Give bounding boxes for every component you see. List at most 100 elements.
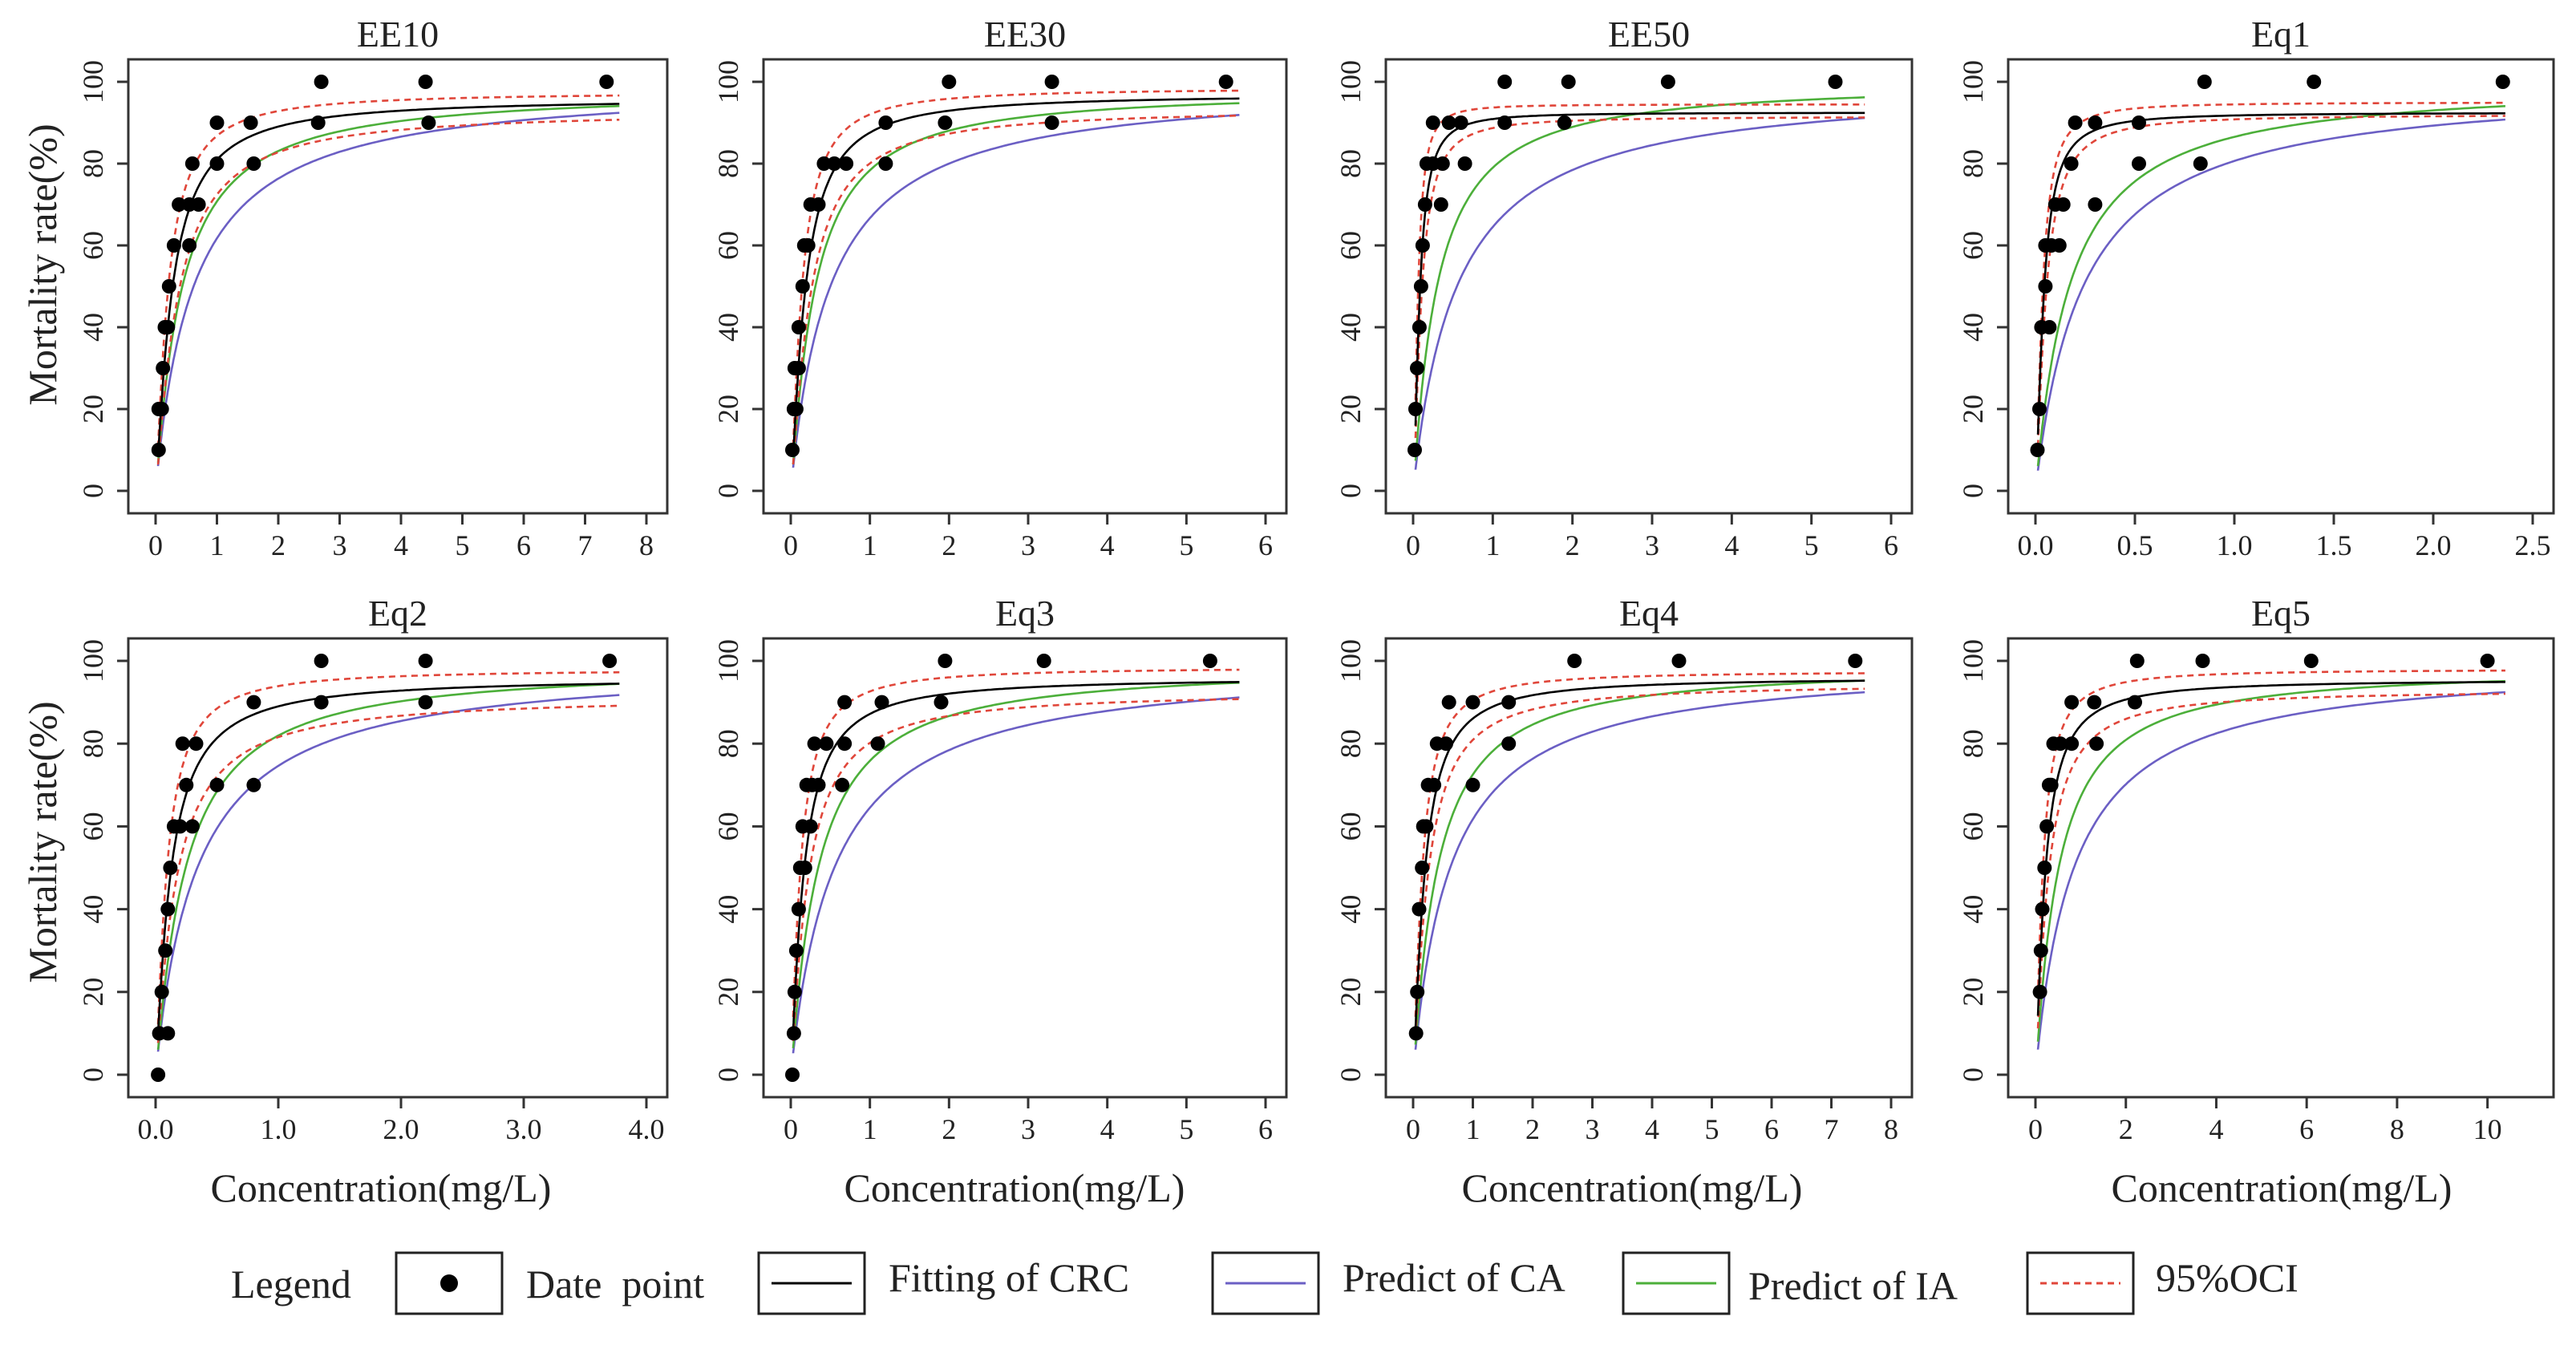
data-point-eq5-11 [2087, 695, 2102, 710]
data-point-ee50-17 [1557, 115, 1572, 130]
x-tick-label-ee10-2: 2 [271, 529, 286, 561]
data-point-eq2-3 [158, 943, 173, 958]
x-tick-label-ee10-8: 8 [639, 529, 654, 561]
data-point-eq5-0 [2032, 984, 2047, 999]
y-tick-label-eq3-80: 80 [712, 729, 744, 758]
data-point-eq4-11 [1465, 777, 1480, 792]
data-point-ee10-21 [599, 75, 614, 89]
y-tick-label-ee10-20: 20 [77, 395, 109, 423]
panel-title-ee30: EE30 [984, 14, 1066, 55]
y-tick-label-ee30-40: 40 [712, 313, 744, 342]
data-point-ee50-3 [1412, 320, 1427, 334]
data-point-ee30-5 [791, 320, 806, 334]
data-point-ee30-20 [1218, 75, 1233, 89]
data-point-eq1-5 [2042, 320, 2057, 334]
data-point-eq2-9 [175, 736, 190, 751]
x-tick-label-eq3-0: 0 [784, 1113, 798, 1145]
data-point-ee50-6 [1417, 197, 1432, 212]
x-tick-label-eq4-0: 0 [1406, 1113, 1420, 1145]
y-tick-label-eq4-40: 40 [1335, 895, 1367, 924]
data-point-eq4-0 [1408, 1026, 1424, 1041]
x-tick-label-ee50-6: 6 [1884, 529, 1898, 561]
fit-curve-ee10 [156, 103, 620, 456]
data-point-ee30-15 [878, 115, 893, 130]
oci-upper-curve-ee30 [792, 89, 1240, 447]
y-tick-label-eq1-100: 100 [1957, 60, 1989, 103]
data-point-eq3-16 [837, 736, 853, 751]
data-point-ee30-6 [795, 279, 810, 294]
data-point-ee50-12 [1441, 115, 1456, 130]
y-tick-label-ee10-60: 60 [77, 231, 109, 260]
y-tick-label-eq1-80: 80 [1957, 149, 1989, 178]
x-tick-label-eq4-4: 4 [1645, 1113, 1659, 1145]
panel-frame-eq3 [762, 637, 1288, 1099]
data-point-ee50-19 [1660, 75, 1675, 89]
y-tick-label-eq3-40: 40 [712, 895, 744, 924]
x-tick-label-eq2-4: 4.0 [629, 1113, 665, 1145]
panel-eq4: Eq4 0 20 40 60 80 100 0 1 2 3 4 5 6 7 8 [1335, 593, 1914, 1145]
panel-frame-ee50 [1384, 58, 1914, 515]
x-tick-label-ee10-3: 3 [333, 529, 347, 561]
legend-ca-box [1211, 1251, 1320, 1315]
x-tick-label-eq5-0: 0 [2028, 1113, 2043, 1145]
legend-points-label: Date point [526, 1262, 704, 1307]
panel-eq1: Eq1 0 20 40 60 80 100 0.0 0.5 1.0 1.5 2.0 2.5 [1957, 14, 2555, 561]
data-point-eq1-18 [2307, 75, 2322, 89]
data-point-eq2-18 [418, 695, 433, 710]
y-tick-label-eq1-40: 40 [1957, 313, 1989, 342]
panel-title-eq2: Eq2 [368, 593, 427, 634]
data-point-eq3-14 [835, 777, 850, 792]
data-point-ee50-10 [1433, 197, 1448, 212]
y-tick-label-eq4-20: 20 [1335, 978, 1367, 1007]
panel-title-eq3: Eq3 [995, 593, 1055, 634]
data-point-ee50-1 [1408, 402, 1423, 416]
data-point-eq3-18 [874, 695, 889, 710]
data-point-eq2-10 [179, 777, 194, 792]
data-point-eq3-11 [807, 736, 822, 751]
data-point-eq5-16 [2303, 654, 2319, 668]
data-point-eq5-3 [2037, 861, 2052, 875]
data-point-eq2-14 [246, 777, 261, 792]
panel-eq3: Eq3 0 20 40 60 80 100 0 1 2 3 4 5 6 [712, 593, 1288, 1145]
legend: Legend Date point Fitting of CRC Predict… [231, 1251, 2299, 1315]
y-tick-label-eq5-60: 60 [1957, 812, 1989, 841]
data-point-eq1-0 [2030, 443, 2045, 457]
ca-curve-eq3 [792, 696, 1240, 1054]
data-point-ee10-18 [314, 75, 329, 89]
ca-curve-ee50 [1414, 116, 1865, 470]
data-point-eq3-0 [785, 1067, 800, 1082]
data-point-eq4-9 [1439, 736, 1453, 751]
data-point-eq1-15 [2132, 115, 2146, 130]
x-tick-label-eq2-2: 2.0 [383, 1113, 419, 1145]
legend-ca-label: Predict of CA [1343, 1255, 1565, 1300]
data-point-eq4-15 [1567, 654, 1582, 668]
data-point-ee10-13 [209, 156, 225, 171]
fit-curve-ee50 [1414, 111, 1865, 426]
panel-title-ee50: EE50 [1608, 14, 1690, 55]
data-point-eq3-19 [934, 695, 949, 710]
x-tick-label-ee10-5: 5 [456, 529, 470, 561]
data-point-eq4-5 [1419, 819, 1434, 834]
oci-upper-curve-eq4 [1414, 672, 1865, 1017]
data-point-ee30-18 [1044, 115, 1059, 130]
y-tick-label-eq2-60: 60 [77, 812, 109, 841]
data-point-eq5-17 [2480, 654, 2495, 668]
x-axis-title-3: Concentration(mg/L) [1462, 1165, 1803, 1210]
y-tick-label-eq4-60: 60 [1335, 812, 1367, 841]
y-tick-label-ee30-100: 100 [712, 60, 744, 103]
data-point-ee10-17 [310, 115, 326, 130]
y-tick-label-ee50-20: 20 [1335, 395, 1367, 423]
panel-ee30: EE30 0 20 40 60 80 100 0 1 2 3 4 5 6 [712, 14, 1288, 561]
y-tick-label-eq3-100: 100 [712, 639, 744, 683]
data-point-eq4-14 [1501, 695, 1517, 710]
ia-curve-eq4 [1414, 679, 1865, 1045]
x-tick-label-eq4-5: 5 [1705, 1113, 1719, 1145]
fit-curve-eq5 [2036, 680, 2505, 1016]
x-axis-title-4: Concentration(mg/L) [2112, 1165, 2452, 1210]
data-point-ee10-6 [161, 279, 176, 294]
ca-curve-ee10 [156, 111, 620, 467]
data-point-eq1-19 [2495, 75, 2510, 89]
legend-oci-label: 95%OCI [2156, 1255, 2299, 1300]
y-tick-label-eq2-40: 40 [77, 895, 109, 924]
data-point-eq1-8 [2051, 238, 2067, 253]
